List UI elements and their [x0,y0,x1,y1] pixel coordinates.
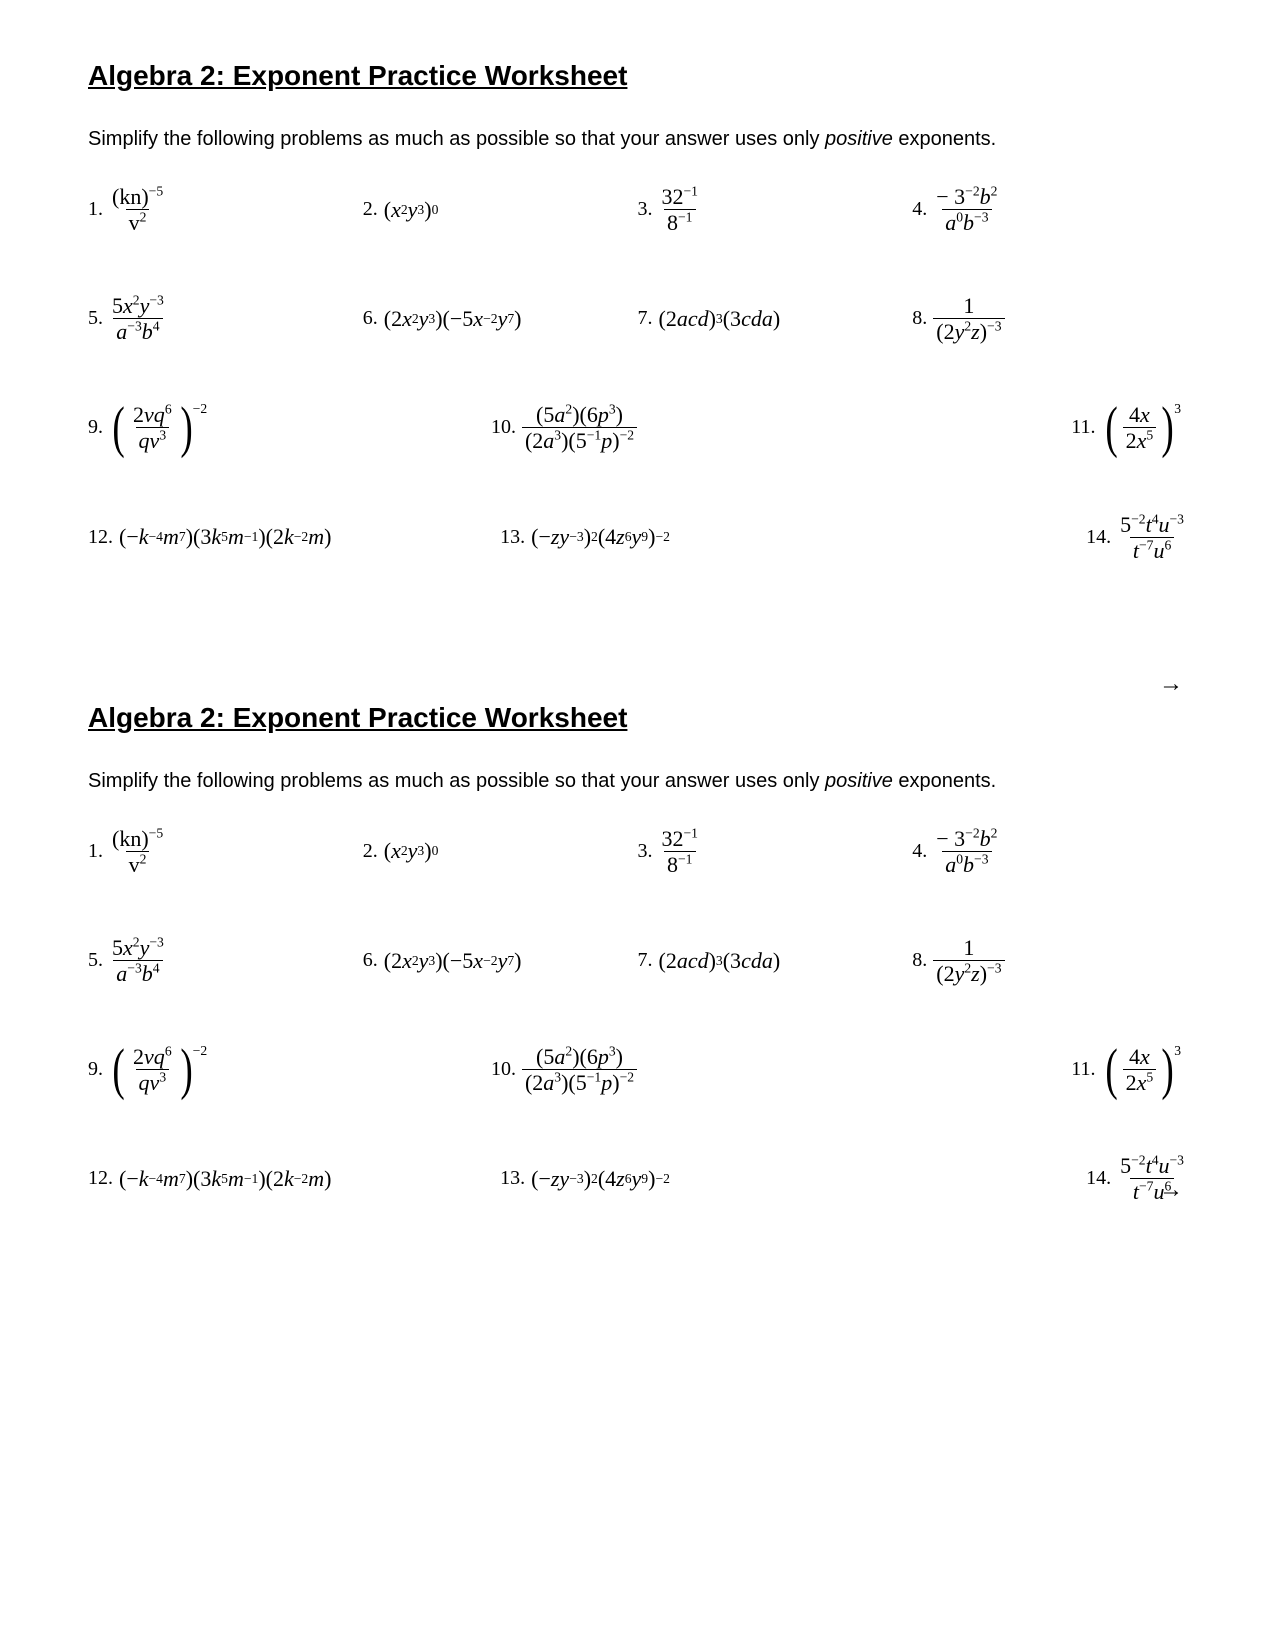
problem-number-14: 14. [1086,1167,1111,1190]
problems-row-4: 12. (−k−4m7)(3k5m−1)(2k−2m) 13. (−zy−3)2… [88,1154,1187,1203]
worksheet-page-1: Algebra 2: Exponent Practice Worksheet S… [0,0,1275,602]
problem-number-8: 8. [912,307,927,330]
page-continue-arrow-icon: → [1159,1176,1183,1204]
instructions-text-suffix: exponents. [893,128,996,150]
problems-row-2: 5. 5x2y−3 a−3b4 6. (2x2y3)(−5x−2y7) 7. (… [88,294,1187,343]
problem-2: 2. (x2y3)0 [363,838,638,864]
problem-3: 3. 32−1 8−1 [638,185,913,234]
problem-number-10: 10. [491,416,516,439]
problem-8: 8. 1 (2y2z)−3 [912,936,1187,985]
problem-10: 10. (5a2)(6p3) (2a3)(5−1p)−2 [491,403,857,452]
problems-grid: 1. (kn)−5 v2 2. (x2y3)0 3. 32−1 8−1 [88,827,1187,1204]
problem-number-13: 13. [500,526,525,549]
problem-number-13: 13. [500,1167,525,1190]
problem-number-5: 5. [88,949,103,972]
worksheet-instructions: Simplify the following problems as much … [88,770,1187,793]
problem-8: 8. 1 (2y2z)−3 [912,294,1187,343]
problem-11: 11. ( 4x 2x5 ) 3 [857,1045,1187,1094]
problem-number-3: 3. [638,198,653,221]
problem-10: 10. (5a2)(6p3) (2a3)(5−1p)−2 [491,1045,857,1094]
problem-1: 1. (kn)−5 v2 [88,185,363,234]
problem-1: 1. (kn)−5 v2 [88,827,363,876]
instructions-emphasis: positive [825,770,893,792]
worksheet-page-2: Algebra 2: Exponent Practice Worksheet S… [0,602,1275,1244]
problems-row-2: 5. 5x2y−3 a−3b4 6. (2x2y3)(−5x−2y7) 7. (… [88,936,1187,985]
problem-9: 9. ( 2vq6 qv3 ) −2 [88,403,491,452]
instructions-text-prefix: Simplify the following problems as much … [88,770,825,792]
instructions-emphasis: positive [825,128,893,150]
problem-14: 14. 5−2t4u−3 t−7u6 [912,513,1187,562]
problems-grid: 1. (kn)−5 v2 2. (x2y3)0 3. 32−1 8−1 [88,185,1187,562]
problem-4: 4. − 3−2b2 a0b−3 [912,827,1187,876]
problem-2: 2. (x2y3)0 [363,197,638,223]
problem-number-11: 11. [1071,1058,1095,1081]
problem-6: 6. (2x2y3)(−5x−2y7) [363,948,638,974]
problems-row-1: 1. (kn)−5 v2 2. (x2y3)0 3. 32−1 8−1 [88,827,1187,876]
instructions-text-suffix: exponents. [893,770,996,792]
problem-5: 5. 5x2y−3 a−3b4 [88,936,363,985]
problem-number-14: 14. [1086,526,1111,549]
problem-number-1: 1. [88,840,103,863]
problems-row-4: 12. (−k−4m7)(3k5m−1)(2k−2m) 13. (−zy−3)2… [88,513,1187,562]
problem-number-6: 6. [363,949,378,972]
worksheet-title: Algebra 2: Exponent Practice Worksheet [88,702,1187,734]
problem-5: 5. 5x2y−3 a−3b4 [88,294,363,343]
worksheet-title: Algebra 2: Exponent Practice Worksheet [88,60,1187,92]
problem-number-3: 3. [638,840,653,863]
problem-12: 12. (−k−4m7)(3k5m−1)(2k−2m) [88,524,500,550]
problem-9: 9. ( 2vq6 qv3 ) −2 [88,1045,491,1094]
problem-number-12: 12. [88,526,113,549]
problems-row-3: 9. ( 2vq6 qv3 ) −2 10. [88,403,1187,452]
problem-4: 4. − 3−2b2 a0b−3 [912,185,1187,234]
problem-14: 14. 5−2t4u−3 t−7u6 [912,1154,1187,1203]
problem-13: 13. (−zy−3)2(4z6y9)−2 [500,524,912,550]
worksheet-instructions: Simplify the following problems as much … [88,128,1187,151]
problem-number-6: 6. [363,307,378,330]
problem-number-9: 9. [88,1058,103,1081]
problem-11: 11. ( 4x 2x5 ) 3 [857,403,1187,452]
problem-13: 13. (−zy−3)2(4z6y9)−2 [500,1166,912,1192]
problem-number-4: 4. [912,198,927,221]
problem-number-2: 2. [363,840,378,863]
problem-number-7: 7. [638,949,653,972]
problems-row-1: 1. (kn)−5 v2 2. (x2y3)0 3. 32−1 8−1 [88,185,1187,234]
problem-number-8: 8. [912,949,927,972]
problem-12: 12. (−k−4m7)(3k5m−1)(2k−2m) [88,1166,500,1192]
problem-7: 7. (2acd)3(3cda) [638,948,913,974]
problem-number-4: 4. [912,840,927,863]
problem-number-7: 7. [638,307,653,330]
problem-7: 7. (2acd)3(3cda) [638,306,913,332]
problem-number-9: 9. [88,416,103,439]
problems-row-3: 9. ( 2vq6 qv3 ) −2 10. [88,1045,1187,1094]
problem-number-2: 2. [363,198,378,221]
problem-number-11: 11. [1071,416,1095,439]
problem-number-10: 10. [491,1058,516,1081]
problem-6: 6. (2x2y3)(−5x−2y7) [363,306,638,332]
problem-number-1: 1. [88,198,103,221]
problem-3: 3. 32−1 8−1 [638,827,913,876]
problem-number-12: 12. [88,1167,113,1190]
problem-number-5: 5. [88,307,103,330]
instructions-text-prefix: Simplify the following problems as much … [88,128,825,150]
